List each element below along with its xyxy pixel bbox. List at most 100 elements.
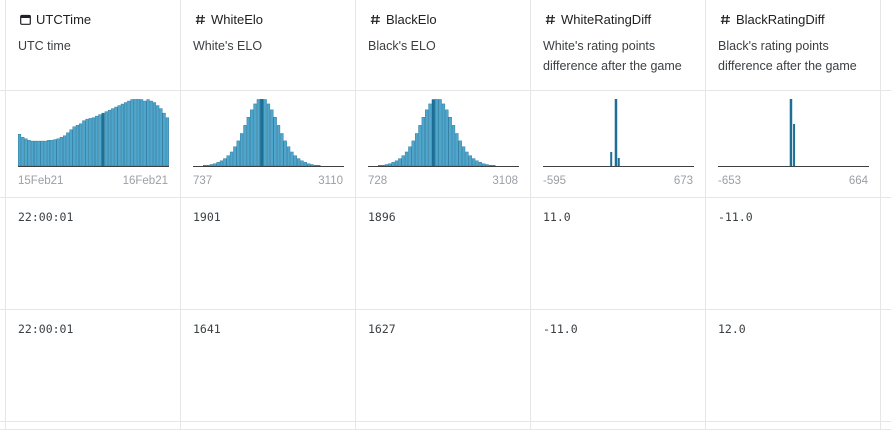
histogram-bar[interactable] [411, 140, 415, 167]
histogram-blackelo[interactable]: 728 3108 [356, 91, 531, 198]
histogram-bar[interactable] [95, 115, 99, 167]
histogram-bar[interactable] [236, 140, 240, 167]
histogram-bar[interactable] [313, 165, 318, 167]
histogram-bar[interactable] [488, 165, 493, 167]
histogram-bar[interactable] [233, 146, 237, 167]
histogram-bar[interactable] [273, 117, 277, 167]
histogram-bar[interactable] [414, 133, 419, 167]
histogram-bar[interactable] [468, 155, 472, 167]
histogram-bar[interactable] [30, 140, 34, 167]
histogram-bar[interactable] [203, 165, 207, 167]
histogram-bar[interactable] [388, 163, 392, 167]
histogram-bar[interactable] [111, 108, 115, 167]
histogram-bar[interactable] [475, 160, 479, 167]
histogram-bar[interactable] [213, 163, 217, 167]
table-cell[interactable]: -11.0 [706, 198, 881, 310]
histogram-bar[interactable] [276, 125, 281, 167]
histogram-bar[interactable] [617, 158, 620, 166]
table-cell[interactable]: 22:00:01 [6, 310, 181, 422]
histogram-bar[interactable] [793, 124, 796, 166]
histogram-bar[interactable] [56, 138, 60, 167]
histogram-bar[interactable] [482, 163, 486, 167]
histogram-bar[interactable] [310, 164, 314, 167]
histogram-bar[interactable] [239, 133, 244, 167]
histogram-bar[interactable] [34, 140, 38, 167]
table-cell[interactable]: 1896 [356, 198, 531, 310]
histogram-bar[interactable] [136, 99, 140, 167]
histogram-bar[interactable] [290, 151, 294, 167]
histogram-bar[interactable] [398, 158, 402, 167]
histogram-bar[interactable] [300, 160, 304, 167]
histogram-bar[interactable] [280, 133, 284, 167]
histogram-bar[interactable] [120, 103, 124, 167]
histogram-bar[interactable] [165, 117, 169, 167]
histogram-bar[interactable] [21, 137, 25, 167]
histogram-bar[interactable] [286, 146, 291, 167]
histogram-bar[interactable] [425, 109, 429, 167]
histogram-bar[interactable] [209, 164, 214, 167]
histogram-bar[interactable] [24, 138, 28, 167]
histogram-bar[interactable] [472, 158, 476, 167]
column-header-utctime[interactable]: UTCTime UTC time [6, 0, 181, 91]
histogram-bar[interactable] [303, 162, 307, 167]
histogram-bar[interactable] [465, 151, 469, 167]
histogram-bar[interactable] [478, 162, 482, 167]
histogram-chart[interactable] [543, 99, 694, 173]
histogram-bar[interactable] [72, 126, 76, 167]
histogram-bar[interactable] [256, 99, 261, 167]
histogram-bar[interactable] [461, 146, 466, 167]
histogram-bar[interactable] [408, 146, 412, 167]
histogram-bar[interactable] [253, 103, 257, 167]
histogram-bar[interactable] [226, 155, 230, 167]
column-header-whiteratingdiff[interactable]: WhiteRatingDiff White's rating points di… [531, 0, 706, 91]
histogram-bar[interactable] [428, 103, 432, 167]
histogram-bar[interactable] [85, 118, 89, 167]
histogram-bar[interactable] [156, 105, 160, 167]
column-header-blackratingdiff[interactable]: BlackRatingDiff Black's rating points di… [706, 0, 881, 91]
histogram-bar[interactable] [206, 165, 210, 167]
histogram-utctime[interactable]: 15Feb21 16Feb21 [6, 91, 181, 198]
histogram-bar[interactable] [91, 117, 95, 167]
histogram-whiteratingdiff[interactable]: -595 673 [531, 91, 706, 198]
histogram-bar[interactable] [293, 155, 297, 167]
histogram-bar[interactable] [46, 140, 51, 167]
histogram-bar[interactable] [159, 108, 163, 167]
histogram-bar[interactable] [18, 134, 22, 167]
histogram-bar[interactable] [401, 155, 405, 167]
histogram-bar[interactable] [82, 120, 86, 167]
histogram-bar[interactable] [438, 99, 442, 167]
histogram-bar[interactable] [485, 164, 489, 167]
histogram-bar[interactable] [246, 117, 250, 167]
histogram-bar[interactable] [101, 112, 105, 167]
table-cell[interactable]: -11.0 [531, 310, 706, 422]
table-cell[interactable]: 22:00:01 [6, 198, 181, 310]
histogram-blackratingdiff[interactable]: -653 664 [706, 91, 881, 198]
histogram-bar[interactable] [149, 100, 153, 167]
histogram-bar[interactable] [133, 99, 137, 167]
histogram-bar[interactable] [441, 103, 446, 167]
histogram-bar[interactable] [40, 140, 44, 167]
histogram-bar[interactable] [297, 158, 301, 167]
histogram-bar[interactable] [107, 109, 112, 167]
histogram-bar[interactable] [614, 99, 618, 166]
histogram-chart[interactable] [193, 99, 344, 173]
histogram-bar[interactable] [223, 158, 227, 167]
histogram-chart[interactable] [368, 99, 519, 173]
table-cell[interactable]: 1641 [181, 310, 356, 422]
histogram-bar[interactable] [418, 125, 422, 167]
histogram-bar[interactable] [445, 109, 449, 167]
histogram-bar[interactable] [104, 111, 108, 167]
histogram-bar[interactable] [50, 140, 54, 167]
histogram-bar[interactable] [66, 132, 70, 167]
histogram-bar[interactable] [69, 129, 73, 167]
histogram-bar[interactable] [243, 125, 247, 167]
histogram-bar[interactable] [307, 163, 311, 167]
histogram-bar[interactable] [451, 125, 456, 167]
histogram-bar[interactable] [114, 106, 118, 167]
histogram-bar[interactable] [143, 100, 147, 167]
histogram-bar[interactable] [140, 99, 144, 167]
histogram-bar[interactable] [789, 99, 793, 166]
histogram-bar[interactable] [394, 160, 399, 167]
histogram-bar[interactable] [124, 102, 128, 167]
histogram-bar[interactable] [37, 140, 41, 167]
